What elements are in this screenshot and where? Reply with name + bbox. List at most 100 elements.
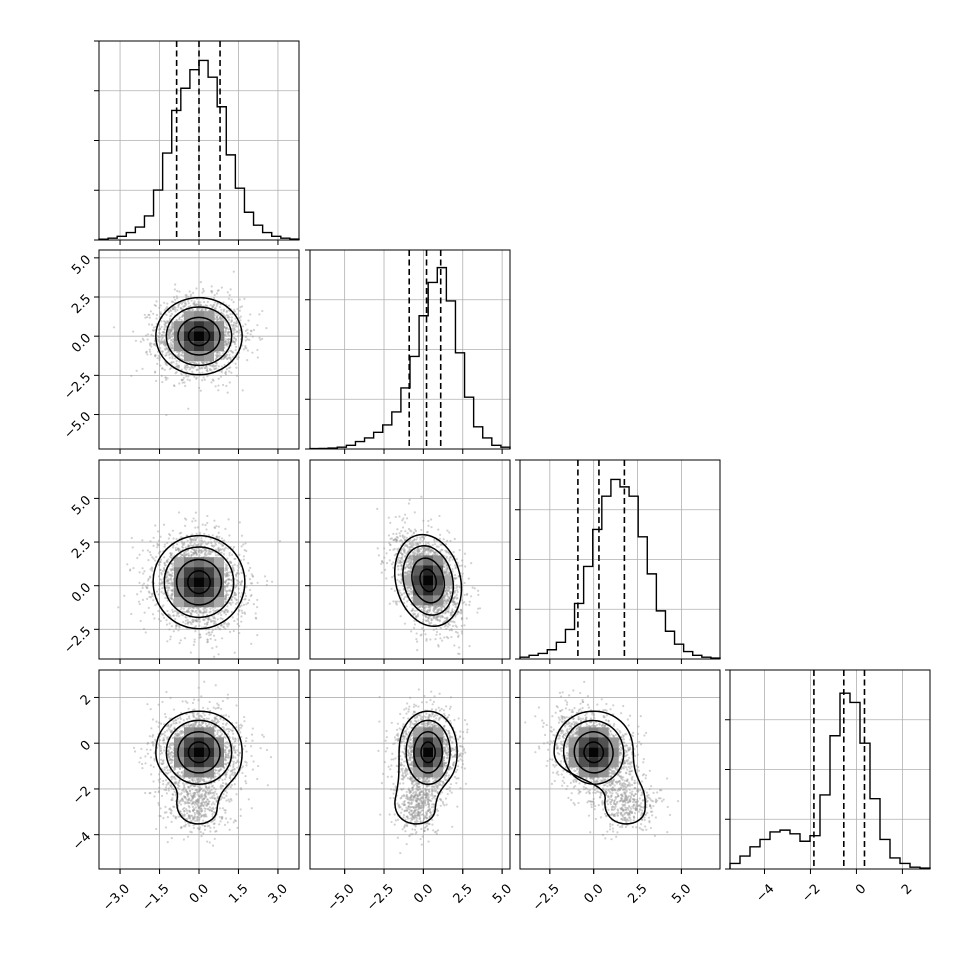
scatter-point: [224, 594, 227, 597]
scatter-point: [220, 623, 223, 627]
scatter-point: [239, 333, 242, 337]
scatter-point: [238, 521, 241, 524]
scatter-point: [207, 618, 210, 621]
density-cell: [204, 587, 214, 598]
scatter-point: [235, 325, 239, 328]
scatter-point: [395, 539, 398, 542]
scatter-point: [218, 352, 221, 355]
scatter-point: [190, 555, 193, 558]
scatter-point: [215, 350, 219, 354]
scatter-point: [205, 549, 208, 552]
scatter-point: [192, 606, 195, 610]
scatter-point: [240, 545, 243, 548]
scatter-point: [232, 629, 235, 633]
scatter-point: [170, 569, 173, 572]
scatter-point: [170, 597, 173, 600]
scatter-point: [159, 311, 162, 314]
scatter-point: [429, 605, 432, 608]
scatter-point: [210, 541, 213, 545]
density-cell: [184, 587, 194, 598]
scatter-point: [211, 646, 214, 650]
scatter-point: [151, 329, 155, 332]
scatter-point: [225, 592, 228, 595]
scatter-point: [169, 315, 172, 318]
scatter-point: [190, 299, 193, 302]
scatter-point: [396, 600, 399, 603]
scatter-point: [199, 636, 202, 639]
scatter-point: [191, 520, 194, 523]
scatter-point: [170, 577, 173, 580]
scatter-point: [250, 330, 253, 333]
density-cell: [204, 311, 214, 322]
scatter-point: [170, 329, 173, 332]
scatter-point: [240, 609, 243, 612]
scatter-point: [150, 345, 153, 348]
scatter-point: [225, 573, 229, 577]
scatter-point: [233, 619, 236, 623]
scatter-point: [162, 604, 165, 607]
scatter-point: [238, 553, 241, 556]
scatter-point: [176, 610, 179, 614]
density-cell: [204, 351, 214, 362]
scatter-point: [249, 313, 252, 316]
scatter-point: [117, 606, 120, 609]
contour-line: [177, 316, 221, 356]
scatter-point: [387, 516, 390, 519]
scatter-point: [218, 316, 222, 319]
scatter-point: [224, 580, 227, 584]
scatter-point: [172, 588, 175, 592]
scatter-point: [401, 534, 404, 537]
scatter-point: [180, 353, 183, 356]
scatter-point: [236, 582, 239, 585]
scatter-point: [399, 539, 403, 542]
scatter-point: [138, 553, 141, 556]
scatter-point: [226, 571, 229, 574]
scatter-point: [216, 608, 219, 612]
scatter-point: [213, 617, 217, 620]
scatter-point: [161, 380, 164, 384]
scatter-point: [182, 355, 185, 358]
scatter-point: [226, 357, 229, 360]
scatter-point: [205, 528, 208, 531]
scatter-point: [175, 295, 178, 298]
scatter-point: [444, 568, 447, 571]
scatter-point: [215, 362, 219, 365]
scatter-point: [179, 307, 182, 310]
scatter-point: [178, 548, 181, 551]
scatter-point: [456, 612, 459, 616]
scatter-point: [159, 347, 162, 350]
scatter-point: [228, 381, 231, 384]
scatter-point: [231, 327, 234, 330]
scatter-point: [157, 593, 160, 596]
scatter-point: [162, 330, 165, 334]
scatter-point: [144, 334, 148, 337]
scatter-point: [452, 620, 455, 623]
scatter-point: [224, 609, 227, 612]
scatter-point: [157, 335, 160, 338]
scatter-point: [187, 295, 190, 298]
scatter-point: [146, 333, 150, 336]
scatter-point: [158, 578, 162, 581]
scatter-point: [189, 541, 192, 545]
scatter-point: [148, 342, 152, 345]
scatter-point: [454, 577, 457, 580]
density-cell: [214, 597, 224, 608]
scatter-point: [242, 348, 246, 351]
histogram-panel: [305, 249, 511, 450]
scatter-point: [411, 561, 414, 564]
scatter-point: [211, 305, 214, 308]
scatter-point: [251, 351, 254, 354]
scatter-point: [164, 378, 168, 381]
scatter-point: [225, 327, 228, 330]
scatter-point: [112, 326, 116, 329]
scatter-point: [446, 600, 449, 603]
density-cell: [204, 341, 214, 352]
scatter-point: [226, 316, 229, 319]
scatter-point: [171, 590, 174, 593]
scatter-point: [238, 329, 242, 332]
scatter-point: [204, 617, 208, 620]
scatter-point: [224, 581, 227, 584]
scatter-point: [157, 552, 160, 555]
scatter-point: [191, 361, 194, 364]
scatter-point: [185, 550, 188, 553]
